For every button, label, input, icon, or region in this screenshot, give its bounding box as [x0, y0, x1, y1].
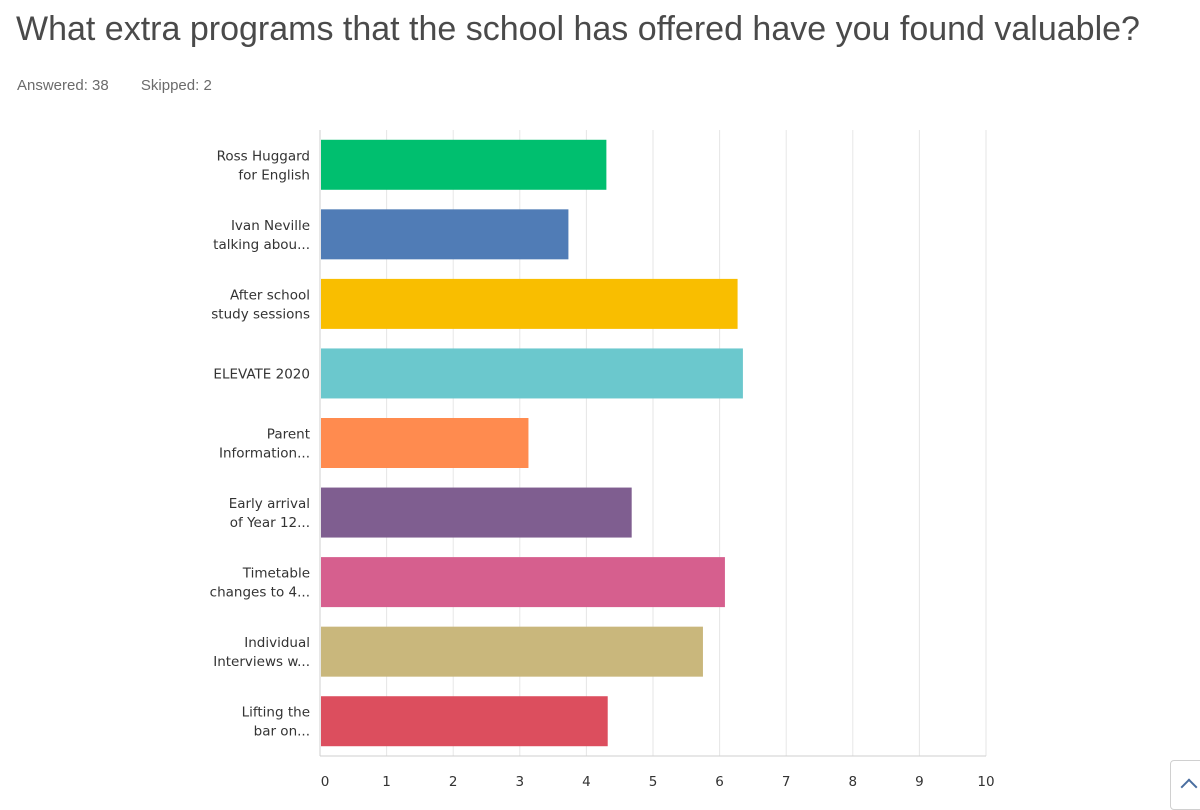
category-label: changes to 4... [210, 585, 310, 601]
scroll-up-button[interactable] [1170, 760, 1200, 810]
bar[interactable] [321, 348, 743, 399]
category-label: Information... [219, 446, 310, 462]
bars [321, 139, 743, 747]
chevron-up-icon [1180, 778, 1198, 796]
x-tick-label: 9 [915, 774, 924, 790]
x-tick-label: 8 [849, 774, 858, 790]
category-label: Interviews w... [213, 654, 310, 670]
response-stats: Answered: 38 Skipped: 2 [17, 77, 240, 94]
x-axis-ticks: 0 1 2 3 4 5 6 7 8 9 10 [321, 774, 995, 790]
bar[interactable] [321, 487, 632, 538]
skipped-count: Skipped: 2 [140, 77, 212, 94]
category-label: of Year 12... [230, 515, 310, 531]
category-label: Timetable [242, 566, 310, 582]
question-title: What extra programs that the school has … [16, 10, 1140, 48]
bar[interactable] [321, 418, 529, 468]
category-label: Ivan Neville [231, 218, 310, 234]
category-label: study sessions [211, 306, 310, 322]
category-label: After school [230, 287, 310, 303]
x-tick-label: 3 [516, 774, 525, 790]
category-label: Ross Huggard [217, 148, 310, 164]
category-labels: Ross Huggard for English Ivan Neville talki… [210, 148, 310, 739]
category-label: talking abou... [213, 237, 310, 253]
category-label: Individual [244, 635, 310, 651]
category-label: bar on... [254, 724, 310, 740]
category-label: for English [238, 167, 310, 183]
bar[interactable] [321, 557, 725, 608]
x-tick-label: 2 [449, 774, 458, 790]
category-label: Parent [267, 427, 310, 443]
answered-count: Answered: 38 [17, 77, 109, 94]
category-label: Lifting the [242, 705, 310, 721]
category-label: ELEVATE 2020 [213, 366, 310, 382]
bar[interactable] [321, 278, 738, 329]
x-tick-label: 0 [321, 774, 330, 790]
x-tick-label: 1 [382, 774, 391, 790]
bar[interactable] [321, 626, 703, 677]
bar[interactable] [321, 139, 607, 190]
x-tick-label: 4 [582, 774, 591, 790]
x-tick-label: 7 [782, 774, 791, 790]
x-tick-label: 6 [715, 774, 724, 790]
bar[interactable] [321, 209, 569, 260]
bar[interactable] [321, 696, 608, 747]
x-tick-label: 10 [977, 774, 994, 790]
category-label: Early arrival [229, 496, 310, 512]
x-tick-label: 5 [649, 774, 658, 790]
